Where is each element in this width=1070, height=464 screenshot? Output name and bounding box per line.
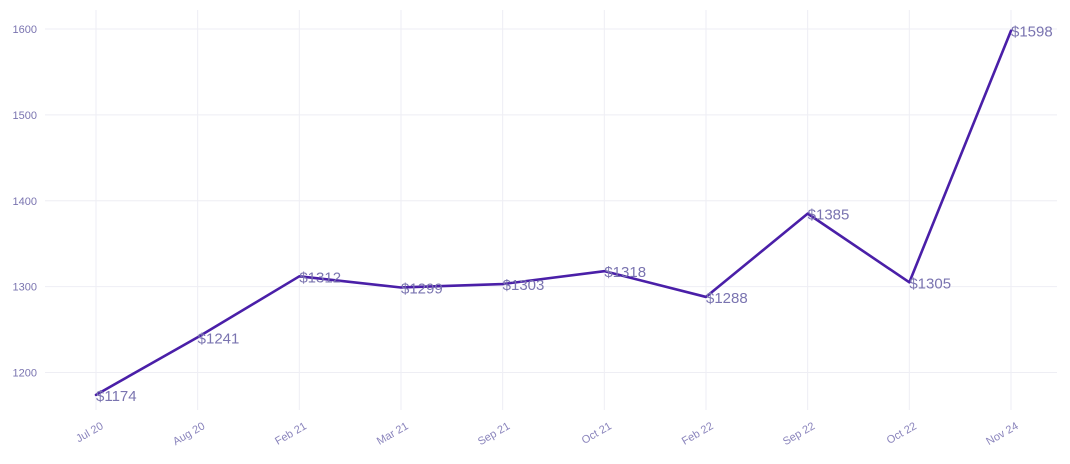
data-label: $1303	[503, 277, 545, 294]
x-tick-label: Sep 22	[781, 420, 817, 448]
data-label: $1318	[604, 264, 646, 281]
data-label: $1312	[299, 269, 341, 286]
vertical-gridlines	[95, 10, 1012, 410]
x-tick-label: Feb 22	[680, 420, 716, 448]
data-labels: $1174 $1241 $1312 $1299 $1303 $1318 $1288 $1385…	[96, 24, 1053, 405]
data-label: $1288	[706, 290, 748, 307]
series-line	[94, 29, 1013, 397]
x-tick-label: Mar 21	[375, 420, 411, 448]
x-tick-label: Sep 21	[476, 420, 512, 448]
y-tick-label: 1400	[13, 196, 37, 208]
data-label: $1174	[96, 388, 137, 405]
y-tick-label: 1600	[13, 24, 37, 36]
data-label: $1299	[401, 280, 443, 297]
x-tick-label: Oct 22	[885, 420, 919, 447]
data-label: $1598	[1011, 24, 1053, 41]
x-tick-label: Nov 24	[984, 420, 1020, 448]
data-label: $1305	[909, 275, 951, 292]
data-label: $1241	[198, 330, 240, 347]
x-tick-label: Aug 20	[171, 420, 207, 448]
y-tick-label: 1500	[13, 110, 37, 122]
x-tick-label: Jul 20	[74, 420, 105, 445]
horizontal-gridlines	[45, 28, 1057, 373]
x-axis-tick-labels: Jul 20 Aug 20 Feb 21 Mar 21 Sep 21 Oct 21 Feb …	[74, 420, 1020, 448]
x-tick-label: Oct 21	[580, 420, 614, 447]
data-label: $1385	[808, 207, 850, 224]
y-axis-tick-labels: 1200 1300 1400 1500 1600	[13, 24, 37, 380]
x-tick-label: Feb 21	[273, 420, 309, 448]
y-tick-label: 1200	[13, 368, 37, 380]
y-tick-label: 1300	[13, 282, 37, 294]
